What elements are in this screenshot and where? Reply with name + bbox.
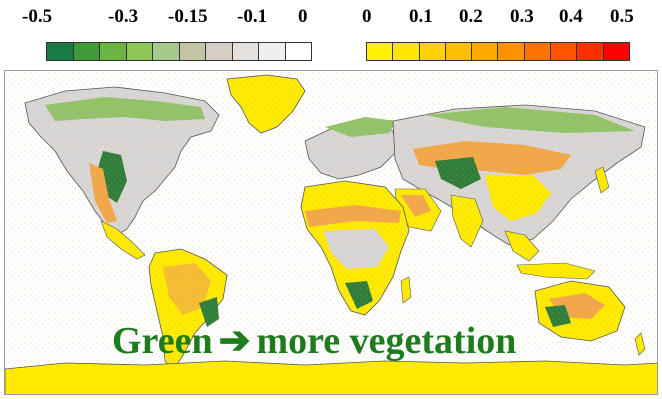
world-map: [4, 70, 658, 395]
veg-tick-3: -0.15: [168, 6, 208, 27]
veg-swatch-4: [126, 43, 153, 60]
veg-swatch-1: [47, 43, 74, 60]
warm-swatch-7: [524, 43, 552, 60]
veg-tick-5: 0: [298, 6, 308, 27]
warm-tick-1: 0: [362, 6, 372, 27]
veg-swatch-5: [153, 43, 180, 60]
warm-tick-3: 0.2: [459, 6, 483, 27]
veg-swatch-7: [206, 43, 233, 60]
warm-tick-6: 0.5: [610, 6, 634, 27]
warm-swatch-9: [577, 43, 604, 60]
warm-swatch-5: [472, 43, 499, 60]
antarctica: [5, 360, 657, 394]
caption-green-word: Green: [112, 320, 213, 362]
world-map-svg: [5, 71, 657, 394]
warm-swatch-1: [367, 43, 394, 60]
veg-swatch-9: [259, 43, 286, 60]
warm-swatch-10: [603, 43, 629, 60]
right-arrow-icon: ➔: [218, 320, 251, 362]
veg-tick-1: -0.5: [22, 6, 53, 27]
map-caption: Green ➔ more vegetation: [112, 318, 516, 363]
warm-swatch-6: [498, 43, 525, 60]
warm-swatch-2: [393, 43, 420, 60]
veg-tick-2: -0.3: [108, 6, 139, 27]
warm-tick-4: 0.3: [510, 6, 534, 27]
veg-swatch-6: [179, 43, 206, 60]
warm-tick-2: 0.1: [409, 6, 433, 27]
warm-tick-5: 0.4: [559, 6, 583, 27]
warm-swatch-8: [551, 43, 578, 60]
warm-swatch-4: [445, 43, 473, 60]
caption-rest: more vegetation: [256, 320, 517, 362]
warm-swatch-3: [419, 43, 446, 60]
veg-colorbar: [46, 42, 312, 61]
veg-swatch-10: [285, 43, 311, 60]
warm-colorbar: [366, 42, 630, 61]
veg-swatch-3: [100, 43, 127, 60]
veg-swatch-2: [73, 43, 100, 60]
veg-tick-4: -0.1: [237, 6, 268, 27]
veg-swatch-8: [232, 43, 259, 60]
